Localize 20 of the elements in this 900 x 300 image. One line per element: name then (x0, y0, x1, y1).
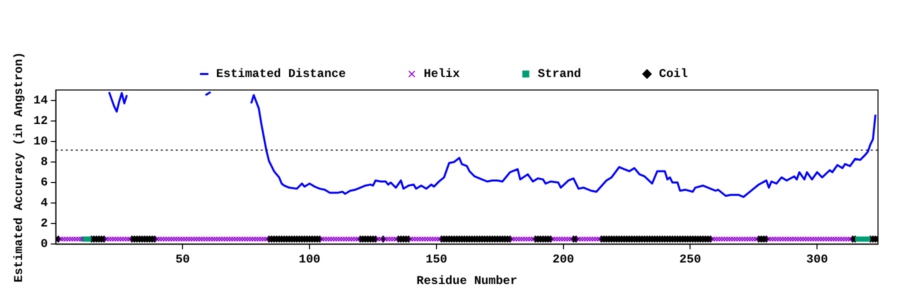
y-tick-label: 12 (33, 114, 48, 128)
x-tick-label: 200 (552, 252, 574, 266)
y-tick-label: 6 (40, 176, 48, 190)
y-tick-label: 14 (33, 93, 48, 108)
x-tick-label: 150 (426, 252, 448, 266)
x-tick-label: 100 (298, 252, 320, 266)
legend-label: Coil (659, 67, 688, 82)
x-tick-label: 300 (806, 252, 828, 266)
x-tick-label: 50 (175, 252, 190, 266)
y-axis-title: Estimated Accuracy (in Angstron) (12, 52, 26, 282)
legend-label: Estimated Distance (216, 67, 346, 82)
x-tick-label: 250 (679, 252, 702, 266)
y-tick-label: 2 (40, 216, 48, 231)
y-tick-label: 4 (40, 196, 48, 210)
y-tick-label: 0 (40, 237, 48, 252)
y-tick-label: 8 (40, 154, 48, 169)
legend-label: Strand (538, 67, 582, 82)
x-axis-title: Residue Number (416, 274, 518, 288)
y-tick-label: 10 (33, 134, 48, 148)
legend-label: Helix (424, 67, 460, 82)
